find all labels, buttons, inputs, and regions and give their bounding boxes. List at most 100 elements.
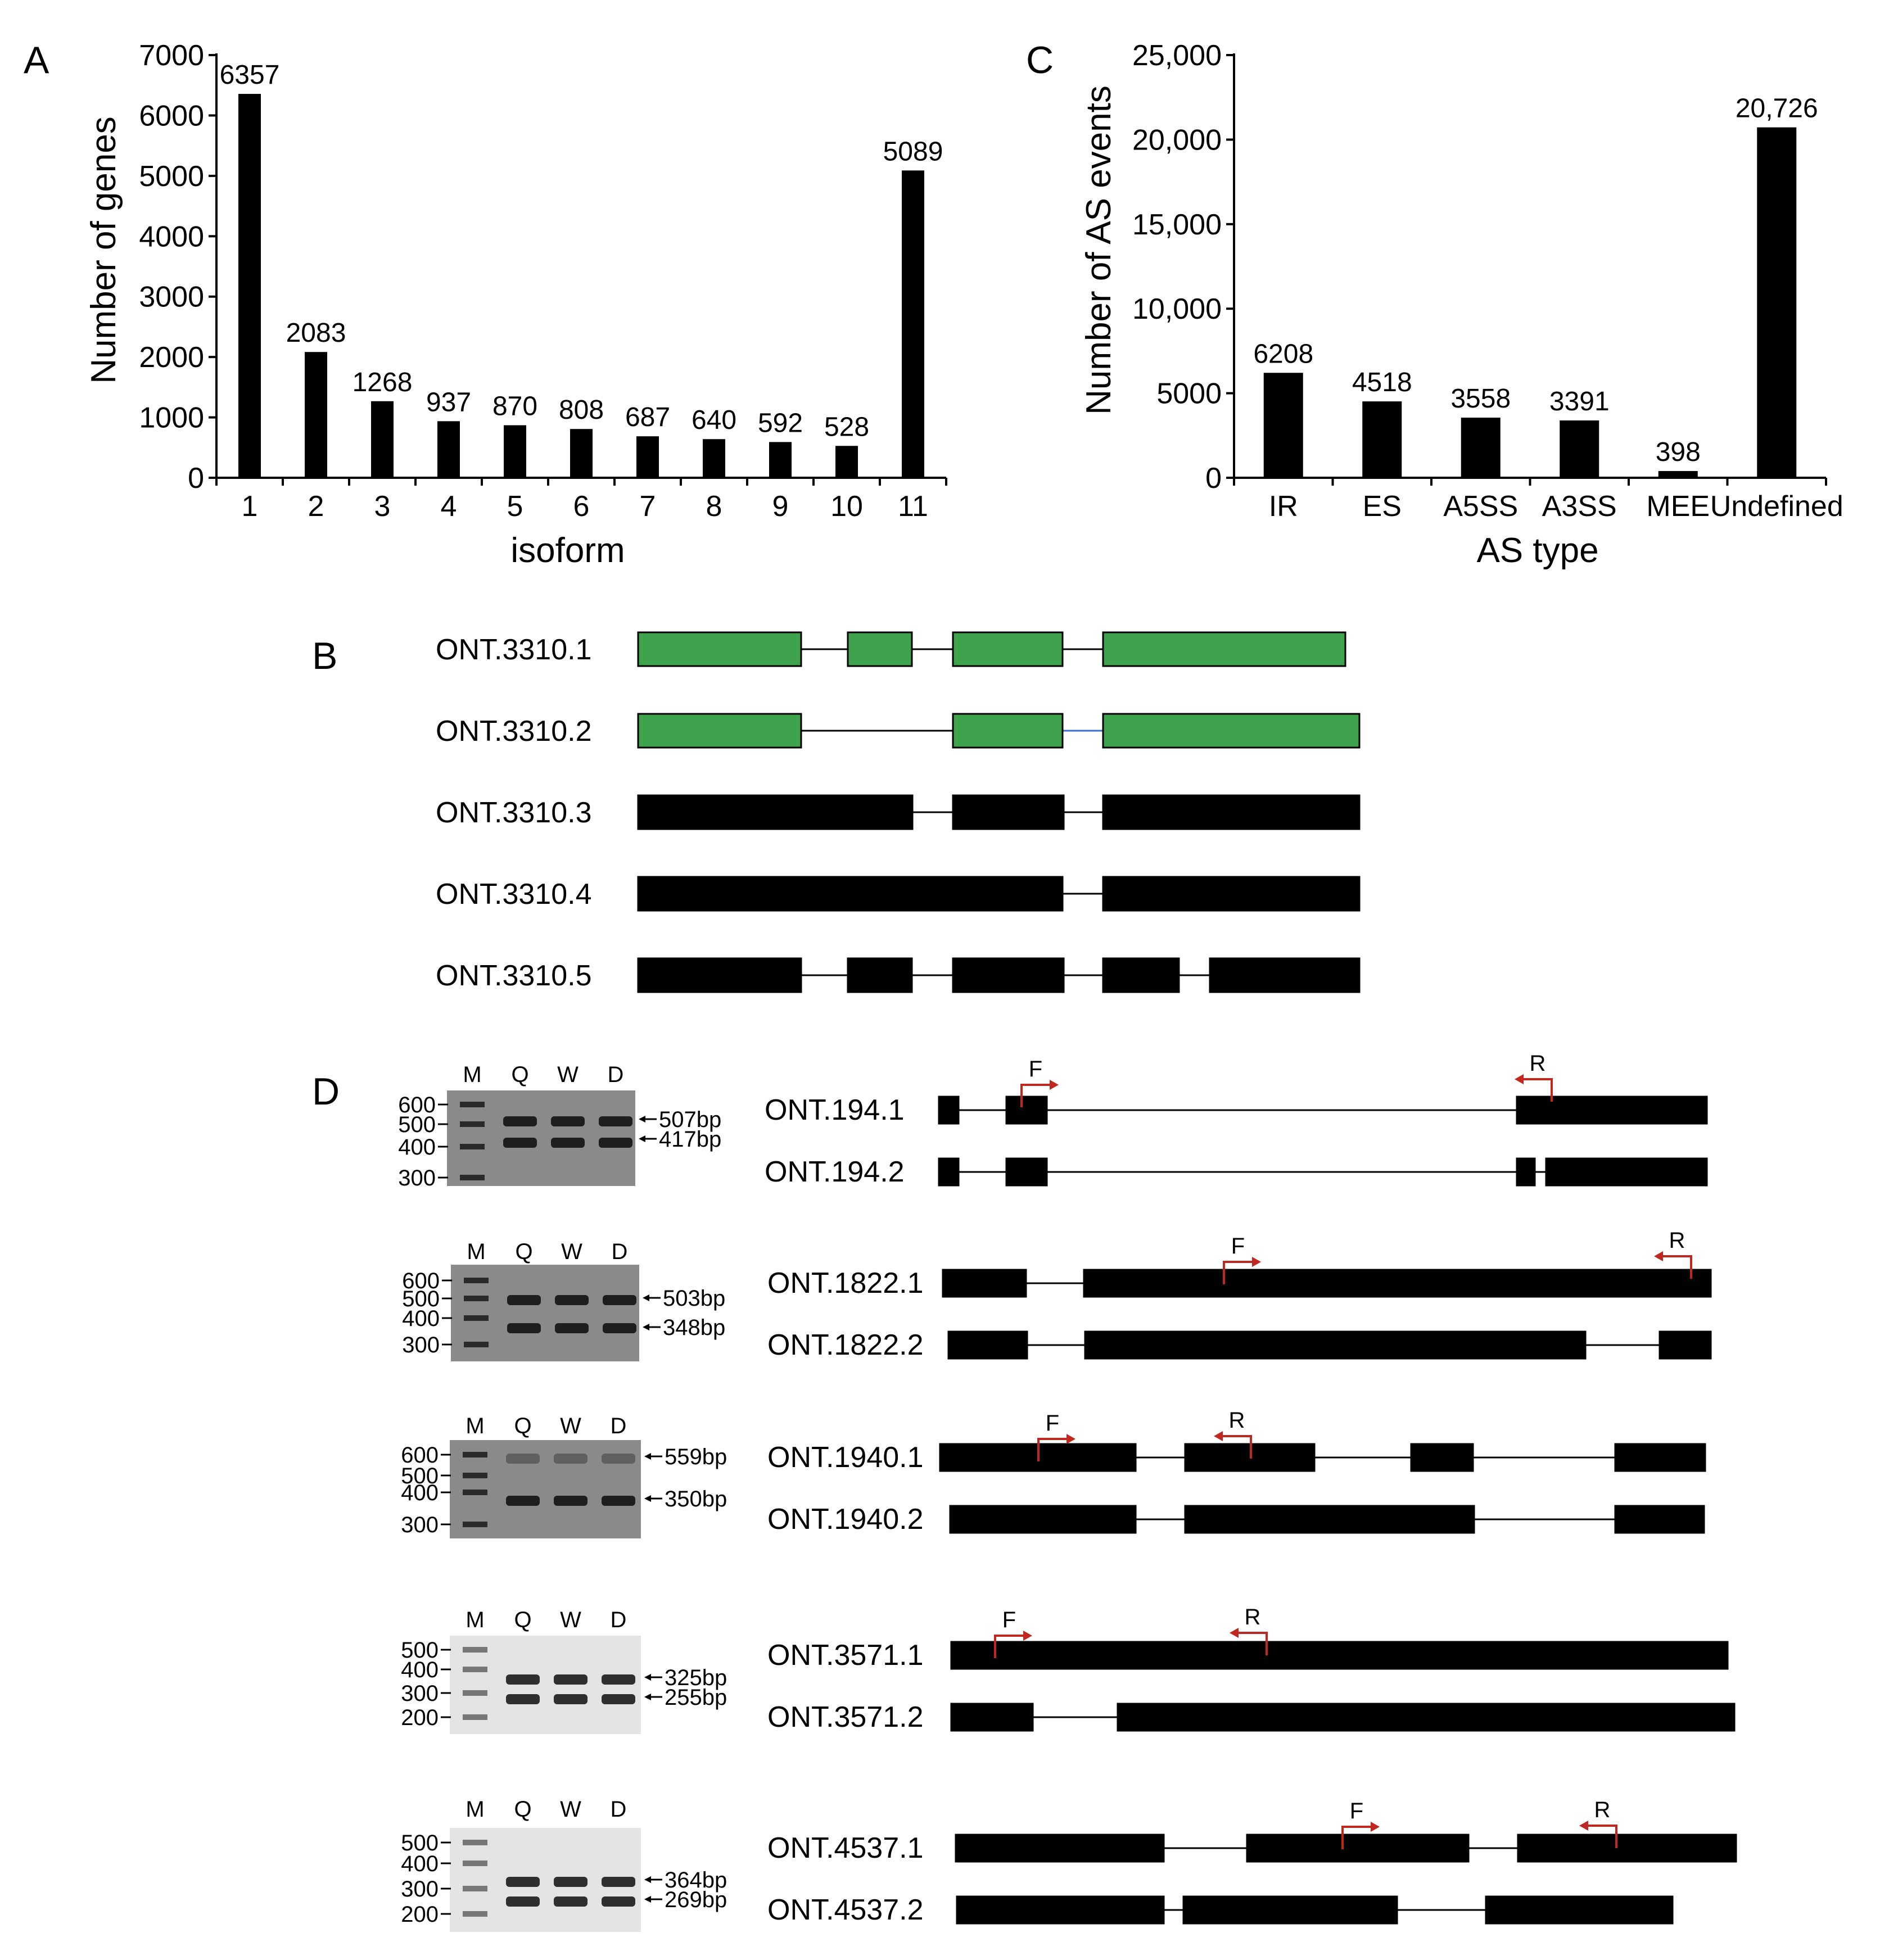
isoform-name: ONT.3571.1 <box>767 1639 924 1672</box>
exon-block <box>1184 1505 1475 1534</box>
isoform-name: ONT.3310.3 <box>436 796 592 829</box>
bar-value-label: 6208 <box>1253 339 1313 369</box>
band-size-label: 417bp <box>659 1127 721 1152</box>
gel-image <box>447 1090 635 1186</box>
x-tick-label: 3 <box>374 490 391 523</box>
forward-primer-arrow: F <box>1223 1234 1261 1284</box>
sample-band <box>603 1323 636 1333</box>
y-tick-label: 4000 <box>139 220 204 253</box>
ladder-band <box>464 1342 489 1347</box>
ladder-size-label: 400 <box>401 1852 439 1876</box>
bar-value-label: 3391 <box>1549 387 1610 417</box>
lane-label: M <box>463 1062 481 1087</box>
bar-4 <box>437 421 460 478</box>
band-size-label: 364bp <box>665 1868 727 1893</box>
band-size-label: 255bp <box>665 1685 727 1710</box>
x-tick-label: 4 <box>441 490 457 523</box>
panel-d-label: D <box>312 1070 340 1113</box>
lane-label: W <box>560 1608 581 1632</box>
ladder-band <box>464 1278 489 1283</box>
exon-block <box>947 1330 1028 1360</box>
ladder-size-label: 300 <box>402 1333 440 1357</box>
ladder-size-label: 300 <box>401 1681 439 1706</box>
forward-primer-arrow: F <box>994 1608 1032 1658</box>
reverse-primer-arrow: R <box>1214 1408 1252 1459</box>
isoform-name: ONT.1822.2 <box>767 1329 924 1361</box>
primer-label: R <box>1229 1408 1245 1433</box>
x-tick-label: MEE <box>1646 490 1710 523</box>
ladder-band <box>460 1121 485 1127</box>
y-tick-label: 7000 <box>139 39 204 72</box>
y-tick-label: 10,000 <box>1132 293 1222 325</box>
lane-label: W <box>561 1239 582 1264</box>
x-tick-label: 11 <box>898 490 928 523</box>
exon-block <box>938 1096 960 1125</box>
exon-block <box>637 794 914 830</box>
panel-a-y-ticks: 0 1000 2000 3000 4000 5000 6000 7000 <box>139 39 947 495</box>
band-pointer-head <box>643 1294 649 1301</box>
band-size-label: 348bp <box>663 1315 725 1340</box>
band-pointer-head <box>644 1694 651 1700</box>
exon-block <box>938 1157 960 1187</box>
x-tick-label: Undefined <box>1710 490 1843 523</box>
sample-band <box>602 1694 635 1704</box>
bar-a3ss <box>1560 420 1599 478</box>
exon-block <box>1614 1505 1705 1534</box>
panel-a-label: A <box>24 39 49 82</box>
band-pointer-head <box>644 1674 651 1681</box>
exon-block <box>1246 1834 1470 1863</box>
lane-label: W <box>560 1797 581 1822</box>
panel-c-chart: C Number of AS events AS type 0 5000 10,00… <box>1026 39 1843 570</box>
x-tick-label: 10 <box>830 490 863 523</box>
isoform-name: ONT.3571.2 <box>767 1701 924 1733</box>
bar-ir <box>1263 373 1303 478</box>
exon-block <box>1005 1157 1048 1187</box>
sample-band <box>602 1496 635 1506</box>
lane-label: D <box>611 1608 627 1632</box>
exon-block <box>1516 1096 1708 1125</box>
exon-block <box>1516 1157 1536 1187</box>
exon-block <box>1182 1895 1398 1925</box>
exon-block <box>1117 1703 1736 1732</box>
y-tick-label: 5000 <box>139 160 204 193</box>
y-tick-label: 5000 <box>1156 378 1222 410</box>
band-pointer-head <box>639 1135 645 1142</box>
ladder-size-label: 500 <box>401 1831 439 1855</box>
x-tick-label: 8 <box>706 490 722 523</box>
x-tick-label: 7 <box>640 490 656 523</box>
ladder-size-label: 300 <box>401 1513 439 1537</box>
isoform-row: ONT.3310.4 <box>436 876 1361 912</box>
band-size-label: 507bp <box>659 1107 721 1132</box>
bar-3 <box>371 401 394 478</box>
exon-block <box>847 957 913 993</box>
bar-value-label: 592 <box>758 408 803 438</box>
exon-block <box>637 957 802 993</box>
sample-band <box>506 1454 540 1464</box>
bar-8 <box>703 439 725 478</box>
x-tick-label: 2 <box>308 490 324 523</box>
y-tick-label: 0 <box>1205 462 1222 495</box>
reverse-primer-arrow: R <box>1515 1051 1553 1102</box>
x-tick-label: A3SS <box>1542 490 1617 523</box>
bar-6 <box>570 429 593 478</box>
lane-label: D <box>608 1062 624 1087</box>
panel-a-bars: 6357 1 2083 2 1268 3 937 4 870 5 808 6 687 7 640 8 592 9 5… <box>220 60 943 523</box>
sample-band <box>551 1138 585 1148</box>
exon-block <box>942 1269 1027 1298</box>
ladder-band <box>460 1102 485 1107</box>
exon-block <box>1083 1269 1712 1298</box>
gel-image <box>450 1440 641 1538</box>
ladder-size-label: 500 <box>398 1112 436 1137</box>
lane-label: D <box>611 1414 627 1438</box>
bar-1 <box>238 94 261 478</box>
y-tick-label: 0 <box>188 462 204 495</box>
bar-mee <box>1658 471 1698 478</box>
isoform-row: ONT.3310.1 <box>436 631 1346 667</box>
x-tick-label: 1 <box>242 490 258 523</box>
band-pointer-head <box>644 1453 651 1460</box>
ladder-band <box>460 1175 485 1180</box>
bar-10 <box>835 446 858 478</box>
